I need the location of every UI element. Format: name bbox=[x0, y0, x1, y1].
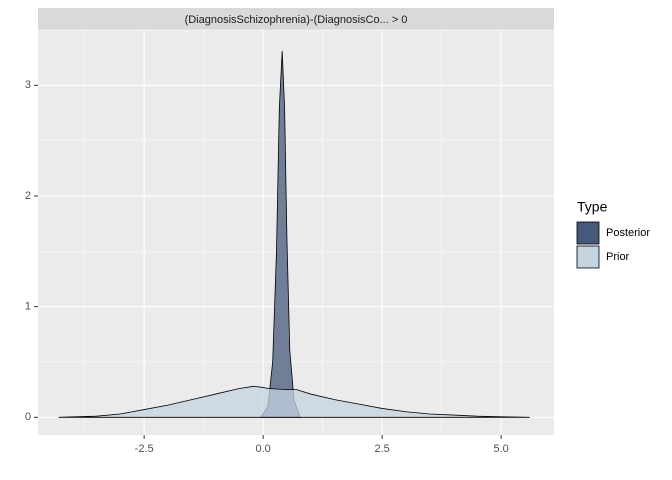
y-tick-label: 0 bbox=[25, 411, 31, 423]
legend-swatch bbox=[576, 245, 600, 269]
marks bbox=[58, 51, 530, 418]
legend-label: Posterior bbox=[606, 227, 650, 239]
legend-title: Type bbox=[577, 199, 608, 215]
legend-swatch bbox=[576, 221, 600, 245]
x-tick-label: 2.5 bbox=[375, 443, 390, 455]
facet-label: (DiagnosisSchizophrenia)-(DiagnosisCo...… bbox=[185, 14, 408, 26]
y-tick-label: 3 bbox=[25, 79, 31, 91]
x-tick-label: -2.5 bbox=[135, 443, 154, 455]
x-tick-label: 5.0 bbox=[494, 443, 509, 455]
legend-label: Prior bbox=[606, 251, 630, 263]
y-tick-label: 1 bbox=[25, 301, 31, 313]
y-tick-label: 2 bbox=[25, 190, 31, 202]
strip bbox=[38, 8, 554, 30]
axes: -2.5 0.0 2.5 5.0 0 1 2 3 bbox=[25, 79, 509, 455]
area bbox=[58, 385, 530, 418]
legend: Posterior Prior bbox=[576, 221, 650, 269]
panel bbox=[38, 30, 554, 435]
x-tick-label: 0.0 bbox=[256, 443, 271, 455]
